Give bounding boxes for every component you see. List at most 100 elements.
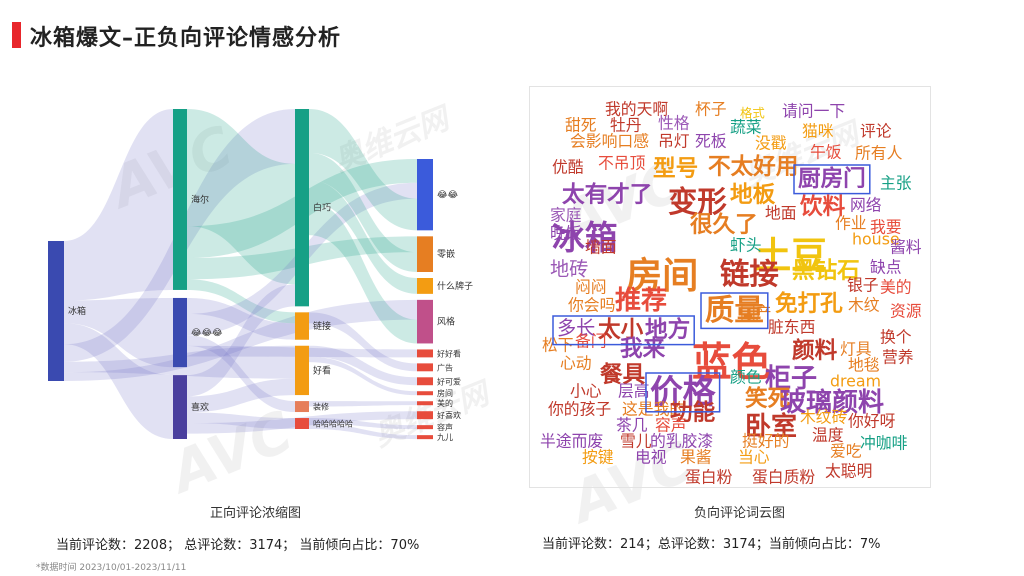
wordcloud-word: 小心 bbox=[570, 381, 602, 400]
wordcloud-highlight-frame bbox=[700, 292, 769, 330]
sankey-node-label: 冰箱 bbox=[68, 305, 86, 317]
sankey-node bbox=[173, 109, 187, 290]
sankey-node bbox=[417, 391, 433, 396]
sankey-caption: 正向评论浓缩图 bbox=[210, 506, 302, 521]
wordcloud-word: 我来 bbox=[620, 336, 666, 362]
sankey-link bbox=[187, 284, 295, 397]
sankey-link bbox=[64, 299, 417, 381]
sankey-node bbox=[417, 401, 433, 406]
wordcloud-word: 很久了 bbox=[690, 211, 758, 238]
wordcloud-word: 柜子 bbox=[765, 364, 817, 394]
wordcloud-word: 层高 bbox=[618, 381, 650, 400]
sankey-link bbox=[309, 202, 417, 344]
sankey-node bbox=[48, 241, 64, 381]
sankey-node bbox=[417, 299, 433, 344]
sankey-node-label: 美的 bbox=[437, 398, 453, 408]
wordcloud-word: 半途而废 bbox=[540, 431, 603, 450]
wordcloud-word: 杯子 bbox=[695, 99, 727, 118]
wordcloud-word: 地毯 bbox=[848, 355, 880, 374]
wordcloud-word: 温度 bbox=[812, 425, 844, 444]
sankey-link bbox=[187, 297, 295, 340]
wordcloud-word: 闷闷 bbox=[575, 277, 607, 296]
positive-sankey-chart: 冰箱 海尔 😂😂😂 喜欢 白巧 链接 好看 装修 哈哈哈哈哈 😂😂 零嵌 什么牌子 风格 好好看 广告 好可爱… bbox=[40, 84, 480, 494]
wordcloud-word: 作业 bbox=[835, 213, 867, 232]
wordcloud-word: 卧室 bbox=[745, 411, 797, 442]
wordcloud-word: 评论 bbox=[860, 121, 892, 140]
sankey-node-label: 😂😂😂 bbox=[191, 328, 223, 339]
wordcloud-word: 缺点 bbox=[870, 257, 902, 276]
wordcloud-word: 土豆 bbox=[755, 234, 827, 277]
sankey-link bbox=[309, 345, 417, 386]
wordcloud-highlights bbox=[552, 164, 871, 413]
wordcloud-word: 蔬菜 bbox=[730, 117, 762, 136]
wordcloud-word: 的乳胶漆 bbox=[650, 431, 713, 450]
wordcloud-word: 我的天啊 bbox=[605, 99, 668, 118]
wordcloud-word: 颜料 bbox=[792, 337, 838, 364]
wordcloud-word: 格式 bbox=[740, 106, 765, 121]
wordcloud-word: 太聪明 bbox=[825, 461, 872, 480]
data-period-footnote: *数据时间 2023/10/01-2023/11/11 bbox=[36, 563, 187, 573]
sankey-link bbox=[187, 412, 295, 429]
sankey-node-label: 哈哈哈哈哈 bbox=[313, 419, 353, 429]
wordcloud-word: 没戳 bbox=[755, 133, 787, 152]
negative-wordcloud: 我的天啊 杯子 格式 请问一下 甜死 牡丹 性格 蔬菜 猫咪 评论 会影响口感 吊灯 死板 没戳 午饭 所有人… bbox=[529, 86, 931, 488]
wordcloud-word: 灯具 bbox=[840, 339, 872, 358]
wordcloud-word: 会影响口感 bbox=[570, 131, 649, 150]
sankey-link bbox=[187, 335, 295, 413]
wordcloud-word: 变形 bbox=[668, 185, 727, 219]
wordcloud-word: 你的孩子 bbox=[548, 399, 611, 418]
wordcloud-word: 晚饭 bbox=[550, 223, 582, 242]
wordcloud-word: 按键 bbox=[582, 447, 614, 466]
wordcloud-word: house bbox=[852, 229, 900, 248]
sankey-link bbox=[64, 323, 173, 439]
wordcloud-word: 虾头 bbox=[730, 235, 762, 254]
wordcloud-word: 推荐 bbox=[615, 286, 667, 316]
sankey-node-label: 广告 bbox=[437, 362, 453, 372]
sankey-node bbox=[173, 297, 187, 368]
sankey-node bbox=[417, 159, 433, 231]
wordcloud-word: 容声 bbox=[655, 415, 687, 434]
sankey-link bbox=[309, 401, 417, 407]
wordcloud-word: 你好呀 bbox=[848, 411, 896, 430]
wordcloud-word: 蛋白质粉 bbox=[752, 467, 815, 486]
wordcloud-word: 冲咖啡 bbox=[860, 433, 908, 452]
positive-stats: 当前评论数：2208； 总评论数：3174； 当前倾向占比：70% bbox=[56, 538, 420, 553]
sankey-node bbox=[417, 411, 433, 420]
wordcloud-word: 蛋白粉 bbox=[685, 467, 733, 486]
wordcloud-word: 心动 bbox=[560, 353, 592, 372]
sankey-node-label: 喜欢 bbox=[191, 401, 209, 413]
wordcloud-word: 营养 bbox=[882, 347, 914, 366]
wordcloud-word: 牡丹 bbox=[610, 115, 642, 134]
wordcloud-word: 房间 bbox=[626, 254, 698, 297]
sankey-node-label: 好看 bbox=[313, 364, 331, 376]
wordcloud-word: 地砖 bbox=[550, 257, 588, 280]
sankey-link bbox=[187, 378, 295, 413]
sankey-link bbox=[309, 423, 417, 440]
wordcloud-word: 所有人 bbox=[855, 143, 903, 162]
wordcloud-word: 性格 bbox=[658, 113, 690, 132]
sankey-link bbox=[309, 152, 417, 272]
sankey-link bbox=[309, 312, 417, 372]
sankey-node bbox=[295, 312, 309, 340]
wordcloud-word: 地方 bbox=[645, 316, 690, 343]
sankey-node-label: 好喜欢 bbox=[437, 410, 461, 420]
sankey-node-label: 😂😂 bbox=[437, 190, 459, 201]
wordcloud-word: 主张 bbox=[880, 173, 912, 192]
sankey-node-label: 链接 bbox=[313, 320, 331, 332]
sankey-node-label: 白巧 bbox=[313, 202, 331, 214]
wordcloud-word: 国产 bbox=[740, 303, 772, 322]
sankey-node bbox=[417, 377, 433, 386]
wordcloud-word: 猫咪 bbox=[802, 121, 834, 140]
wordcloud-word: 酱料 bbox=[890, 237, 922, 256]
wordcloud-highlight-frame bbox=[552, 315, 695, 346]
sankey-node-label: 好可爱 bbox=[437, 376, 461, 386]
wordcloud-word: 冰箱 bbox=[552, 219, 618, 257]
wordcloud-word: 质量 bbox=[705, 293, 764, 327]
sankey-node-label: 容声 bbox=[437, 422, 453, 432]
sankey-node-label: 海尔 bbox=[191, 193, 209, 205]
wordcloud-word: 不吊顶 bbox=[598, 153, 646, 172]
sankey-node-label: 零嵌 bbox=[437, 249, 455, 260]
wordcloud-word: 挺好的 bbox=[742, 431, 789, 450]
wordcloud-word: 木纹 bbox=[848, 295, 880, 314]
